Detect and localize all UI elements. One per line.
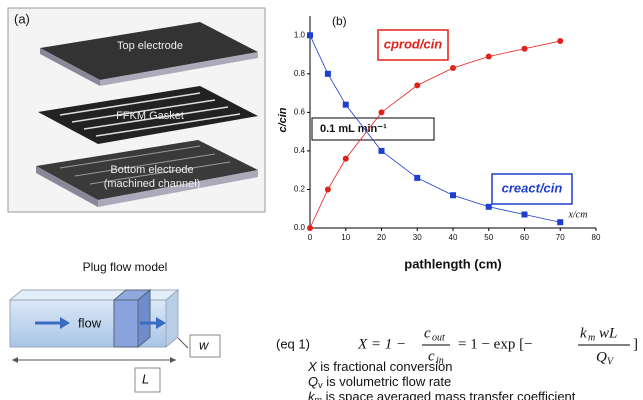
- plug-flow-diagram: [10, 290, 220, 392]
- marker: [414, 82, 420, 88]
- part-label: (machined channel): [104, 178, 201, 190]
- marker: [343, 156, 349, 162]
- eq-part: Q: [596, 349, 607, 365]
- x-tick-label: 0: [308, 233, 313, 242]
- part-label: Bottom electrode: [110, 164, 193, 176]
- y-tick-label: 0.0: [294, 223, 306, 232]
- marker: [450, 192, 456, 198]
- eq-part: m: [588, 332, 595, 343]
- eq-part: = 1 − exp [−: [458, 336, 533, 352]
- y-tick-label: 1.0: [294, 30, 306, 39]
- eq-part: V: [607, 356, 615, 367]
- definition-text: is volumetric flow rate: [323, 374, 452, 389]
- x-tick-label: 70: [556, 233, 565, 242]
- definition-text: is space averaged mass transfer coeffici…: [322, 389, 576, 400]
- annotation: 0.1 mL min⁻¹: [320, 123, 387, 135]
- eq-part: X = 1 −: [357, 336, 406, 352]
- legend-label: creact/cin: [502, 180, 563, 195]
- subscript: m: [315, 395, 323, 400]
- x-tick-label: 60: [520, 233, 529, 242]
- definition-text: is fractional conversion: [317, 359, 453, 374]
- marker: [414, 175, 420, 181]
- panel-label: (a): [14, 11, 30, 26]
- eq-part: k: [580, 325, 587, 341]
- marker: [325, 186, 331, 192]
- marker: [486, 204, 492, 210]
- y-tick-label: 0.8: [294, 69, 306, 78]
- L-label: L: [142, 371, 149, 386]
- eq-part: ]: [633, 336, 638, 352]
- marker: [522, 212, 528, 218]
- marker: [450, 65, 456, 71]
- x-tick-label: 10: [341, 233, 350, 242]
- model-title: Plug flow model: [83, 260, 168, 274]
- part-label: FFKM Gasket: [116, 110, 184, 122]
- eq-tag: (eq 1): [276, 336, 310, 351]
- marker: [486, 53, 492, 59]
- panel-label: (b): [332, 14, 347, 28]
- figure: (a) Top electrode FFKM Gasket Bottom ele…: [0, 0, 643, 400]
- y-tick-label: 0.2: [294, 185, 306, 194]
- definition: km is space averaged mass transfer coeff…: [308, 389, 576, 400]
- x-tick-label: 80: [592, 233, 601, 242]
- definition: Qv is volumetric flow rate: [308, 374, 451, 390]
- marker: [379, 109, 385, 115]
- marker: [557, 219, 563, 225]
- marker: [325, 71, 331, 77]
- symbol: Q: [308, 374, 318, 389]
- marker: [379, 148, 385, 154]
- marker: [522, 46, 528, 52]
- eq-part: wL: [599, 325, 617, 341]
- x-tick-label: 40: [449, 233, 458, 242]
- marker: [307, 32, 313, 38]
- y-tick-label: 0.6: [294, 107, 306, 116]
- marker: [343, 102, 349, 108]
- x-unit: x/cm: [568, 209, 588, 220]
- y-axis-label: c/cin: [277, 107, 289, 132]
- flow-label: flow: [78, 315, 102, 330]
- x-tick-label: 20: [377, 233, 386, 242]
- x-tick-label: 30: [413, 233, 422, 242]
- definition: X is fractional conversion: [307, 359, 453, 374]
- part-label: Top electrode: [117, 40, 183, 52]
- marker: [557, 38, 563, 44]
- w-label: w: [199, 337, 210, 352]
- eq-part: out: [432, 332, 445, 343]
- eq-part: c: [424, 325, 431, 341]
- x-tick-label: 50: [484, 233, 493, 242]
- x-axis-label: pathlength (cm): [404, 256, 502, 271]
- legend-label: cprod/cin: [384, 36, 443, 51]
- y-tick-label: 0.4: [294, 146, 306, 155]
- marker: [307, 225, 313, 231]
